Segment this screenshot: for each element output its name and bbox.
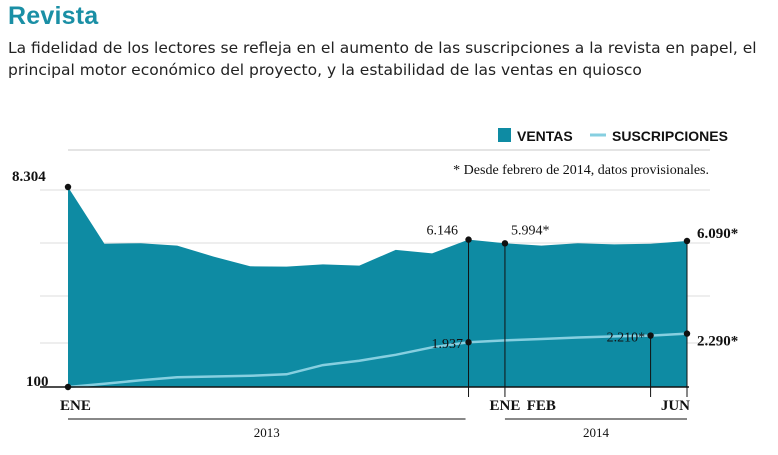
annotation-dot [465,339,472,346]
plot-area [40,186,689,397]
suscripciones-line [67,332,688,389]
provisional-note: * Desde febrero de 2014, datos provision… [453,163,709,178]
annotation-dot [465,236,472,243]
year-label: 2014 [583,425,610,440]
annotation-dot [501,240,509,247]
ventas-area [68,187,687,387]
annotation-label: 2.210* [607,331,646,346]
annotation-label: 2.290* [697,334,738,350]
annotation-label: 6.090* [697,226,738,242]
x-tick-label: ENE [490,398,521,414]
legend: VENTAS SUSCRIPCIONES [498,128,728,144]
x-tick-label: JUN [661,398,690,414]
annotation-dot [683,237,691,245]
annotation-dot [647,332,654,339]
x-axis: ENE ENE FEB JUN 2013 2014 [60,398,690,440]
chart-title: Revista [8,2,99,30]
chart-subtitle: La fidelidad de los lectores se refleja … [8,39,757,79]
annotation-label: 6.146 [427,224,459,239]
legend-ventas-swatch [498,128,511,142]
annotation-dot [64,383,72,391]
annotation-label: 1.937 [432,337,464,352]
legend-ventas-label: VENTAS [517,128,573,144]
annotation-label: 100 [26,374,49,390]
annotation-dot [64,183,72,191]
annotation-label: 8.304 [12,169,46,185]
x-tick-label: FEB [527,398,556,414]
legend-suscripciones-label: SUSCRIPCIONES [612,128,728,144]
x-tick-label: ENE [60,398,91,414]
annotations: 8.304 100 6.146 5.994* 6.090* 1.937 2.210* 2.29… [12,169,738,391]
year-label: 2013 [254,425,280,440]
annotation-dot [683,330,691,337]
annotation-label: 5.994* [511,223,550,238]
